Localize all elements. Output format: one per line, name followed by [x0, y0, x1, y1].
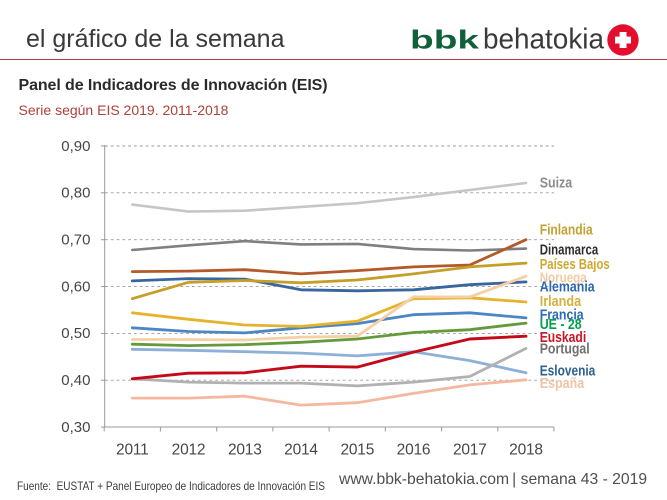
svg-text:2016: 2016: [397, 441, 431, 458]
svg-text:bbk: bbk: [410, 25, 480, 55]
svg-text:2014: 2014: [284, 441, 318, 458]
svg-text:2013: 2013: [228, 441, 262, 458]
svg-text:Francia: Francia: [540, 307, 585, 323]
svg-text:Noruega: Noruega: [540, 270, 588, 286]
svg-text:Alemania: Alemania: [540, 280, 596, 296]
svg-text:0,80: 0,80: [61, 185, 90, 202]
svg-text:Eslovenia: Eslovenia: [540, 363, 596, 379]
svg-text:0,60: 0,60: [61, 278, 90, 295]
svg-text:Irlanda: Irlanda: [540, 294, 582, 310]
svg-text:Países Bajos: Países Bajos: [540, 257, 610, 273]
svg-text:0,30: 0,30: [61, 419, 90, 436]
svg-text:0,50: 0,50: [61, 325, 90, 342]
svg-text:0,40: 0,40: [61, 372, 90, 389]
svg-text:2015: 2015: [340, 441, 374, 458]
svg-text:2012: 2012: [172, 441, 206, 458]
svg-text:0,90: 0,90: [61, 138, 90, 155]
svg-text:behatokia: behatokia: [483, 24, 605, 56]
svg-text:Finlandia: Finlandia: [540, 222, 594, 238]
svg-text:0,70: 0,70: [61, 232, 90, 249]
svg-text:2017: 2017: [453, 441, 487, 458]
svg-text:España: España: [540, 376, 585, 392]
svg-text:2018: 2018: [509, 441, 543, 458]
svg-text:UE - 28: UE - 28: [540, 317, 582, 333]
svg-text:Suiza: Suiza: [540, 175, 573, 191]
svg-text:Dinamarca: Dinamarca: [540, 243, 599, 259]
svg-text:Portugal: Portugal: [540, 342, 590, 358]
svg-text:2011: 2011: [116, 441, 149, 458]
svg-text:Euskadi: Euskadi: [540, 330, 587, 346]
